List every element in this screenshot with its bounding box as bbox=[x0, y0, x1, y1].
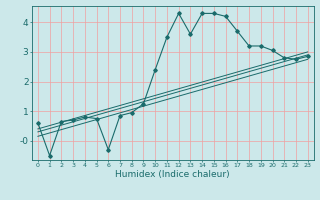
X-axis label: Humidex (Indice chaleur): Humidex (Indice chaleur) bbox=[116, 170, 230, 179]
